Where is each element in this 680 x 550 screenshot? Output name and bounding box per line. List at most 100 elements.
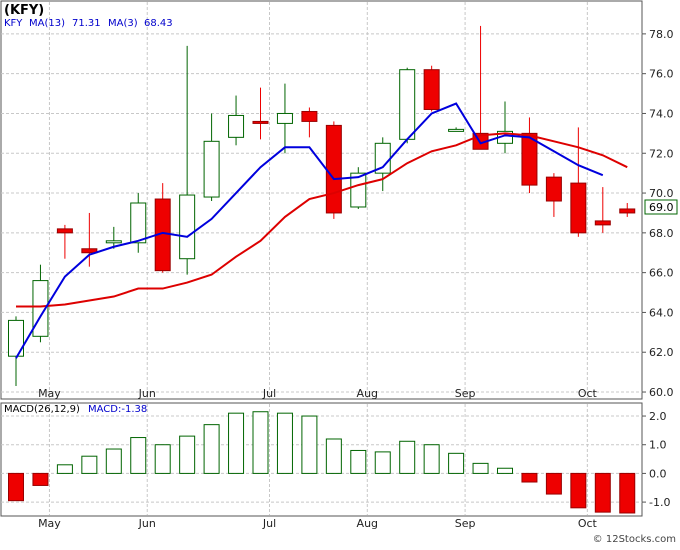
ma-legend: KFY MA(13) 71.31 MA(3) 68.43 [4, 18, 173, 29]
candle-body [301, 110, 318, 122]
macd-bar [81, 455, 98, 474]
candle-body [81, 248, 98, 254]
chart-title: (KFY) [4, 3, 44, 18]
macd-bar [497, 467, 513, 474]
candle-body [56, 228, 73, 234]
macd-bar [203, 424, 220, 474]
macd-bar [252, 411, 269, 474]
macd-bar [545, 472, 562, 495]
price-badge: 69.0 [644, 199, 678, 215]
macd-x-tick-label: Aug [357, 517, 378, 530]
macd-bar [8, 472, 24, 502]
candle-body [399, 69, 416, 140]
legend-ma13-value: 71.31 [72, 18, 101, 29]
macd-bar [32, 472, 49, 486]
candle-body [203, 140, 220, 198]
price-x-tick-label: Aug [357, 387, 378, 400]
price-y-tick-label: 68.0 [649, 227, 674, 240]
legend-ticker: KFY [4, 18, 23, 29]
price-y-tick-label: 72.0 [649, 147, 674, 160]
price-x-tick-label: Jun [138, 387, 156, 400]
candle-body [130, 202, 147, 244]
price-x-tick-label: Sep [455, 387, 476, 400]
macd-x-axis: May Jun Jul Aug Sep Oct [38, 517, 597, 530]
candle-body [105, 240, 122, 244]
candle-body [619, 208, 636, 214]
macd-x-tick-label: Sep [455, 517, 476, 530]
price-y-tick-label: 60.0 [649, 386, 674, 399]
candle-body [179, 194, 196, 260]
macd-bar [423, 444, 440, 474]
candle-body [521, 132, 538, 186]
price-y-tick-label: 64.0 [649, 306, 674, 319]
price-badge-box [644, 199, 678, 215]
macd-bar [154, 444, 171, 474]
price-y-tick-label: 74.0 [649, 107, 674, 120]
macd-bar [619, 472, 636, 514]
candlestick-series [8, 25, 636, 387]
candle-body [448, 128, 465, 132]
macd-bar [301, 415, 318, 474]
macd-x-tick-label: Oct [578, 517, 598, 530]
price-y-tick-label: 62.0 [649, 346, 674, 359]
macd-bar [130, 437, 147, 474]
candle-body [228, 114, 245, 138]
price-badge-text: 69.0 [649, 201, 674, 214]
macd-y-tick-label: -1.0 [649, 496, 670, 509]
candle-body [8, 319, 24, 357]
macd-bar [570, 472, 587, 509]
candle-body [350, 172, 367, 208]
moving-average-lines [15, 102, 628, 359]
price-x-tick-label: May [38, 387, 61, 400]
macd-value-label: MACD:-1.38 [88, 404, 147, 415]
macd-bar [325, 438, 342, 474]
legend-ma13-label: MA(13) [29, 18, 65, 29]
macd-bar [472, 462, 489, 474]
price-x-tick-label: Jul [262, 387, 276, 400]
candle-body [594, 220, 611, 226]
macd-bar [399, 440, 416, 474]
candle-body [423, 69, 440, 110]
macd-x-tick-label: Jun [138, 517, 156, 530]
macd-bar [594, 472, 611, 513]
macd-y-tick-label: 2.0 [649, 410, 667, 423]
macd-bar [448, 452, 465, 474]
price-y-axis: 60.0 62.0 64.0 66.0 68.0 70.0 72.0 74.0 76.0 78.0 [642, 28, 674, 399]
price-x-tick-label: Oct [578, 387, 598, 400]
ma3-line [16, 132, 628, 308]
price-y-tick-label: 66.0 [649, 267, 674, 280]
macd-panel-frame [0, 402, 643, 517]
macd-bar [228, 412, 245, 474]
macd-y-axis: -1.0 0.0 1.0 2.0 [642, 410, 670, 509]
macd-bar [521, 472, 538, 483]
candle-body [325, 124, 342, 214]
price-x-axis: May Jun Jul Aug Sep Oct [38, 387, 597, 400]
price-y-tick-label: 70.0 [649, 187, 674, 200]
watermark: © 12Stocks.com [593, 534, 676, 545]
candle-body [570, 182, 587, 234]
candle-body [276, 112, 293, 124]
macd-label: MACD(26,12,9) [4, 404, 80, 415]
macd-y-tick-label: 1.0 [649, 439, 667, 452]
price-y-tick-label: 78.0 [649, 28, 674, 41]
macd-x-tick-label: May [38, 517, 61, 530]
macd-bar [56, 464, 73, 474]
price-grid [1, 2, 642, 398]
macd-x-tick-label: Jul [262, 517, 276, 530]
price-y-tick-label: 76.0 [649, 68, 674, 81]
legend-ma3-value: 68.43 [144, 18, 173, 29]
legend-ma3-label: MA(3) [108, 18, 138, 29]
ma13-line [15, 102, 604, 359]
macd-bar [105, 448, 122, 474]
price-panel-frame [0, 0, 643, 400]
candle-body [252, 120, 269, 124]
macd-bar [350, 449, 367, 474]
macd-bar [276, 412, 293, 474]
macd-histogram [8, 411, 636, 514]
macd-bar [179, 435, 196, 474]
candle-body [545, 176, 562, 202]
macd-bar [374, 451, 391, 474]
macd-y-tick-label: 0.0 [649, 467, 667, 480]
